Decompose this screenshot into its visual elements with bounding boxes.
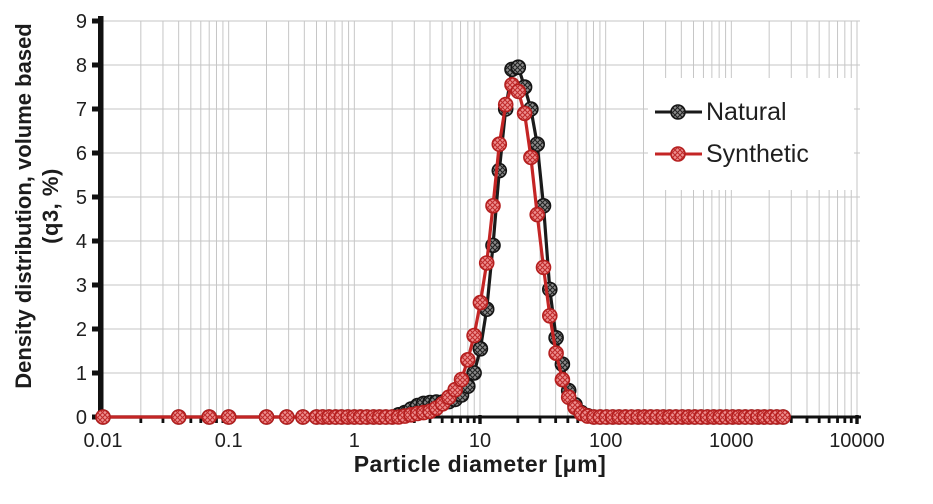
tick-labels: 0.01 0.1 1 10 100 1000 10000 0 1 2 3 4 5 6 7 8 9 <box>76 11 885 452</box>
y-axis-tick <box>92 62 100 68</box>
x-axis-tick-minor <box>450 416 454 423</box>
y-axis-tick <box>92 18 100 24</box>
x-axis-tick-major <box>478 415 482 424</box>
synthetic-marker <box>510 83 527 100</box>
synthetic-marker <box>554 371 571 388</box>
natural-marker <box>491 162 508 179</box>
y-tick-label: 5 <box>76 187 87 209</box>
y-tick-label: 1 <box>76 363 87 385</box>
legend: Natural Synthetic <box>648 78 854 190</box>
synthetic-marker <box>523 149 539 166</box>
synthetic-marker <box>278 409 295 425</box>
x-axis-tick-minor <box>472 416 476 423</box>
x-axis-tick-minor <box>161 416 165 423</box>
x-axis-tick-minor <box>440 416 444 423</box>
x-tick-label: 100 <box>589 430 622 452</box>
synthetic-marker <box>170 409 187 425</box>
y-tick-label: 6 <box>76 143 87 165</box>
synthetic-marker <box>535 259 552 276</box>
x-axis-tick-minor <box>459 416 462 423</box>
x-axis-tick-minor <box>805 416 809 423</box>
natural-marker <box>472 340 489 357</box>
synthetic-marker <box>529 206 546 223</box>
x-axis-tick-minor <box>566 416 570 423</box>
x-axis-tick-minor <box>789 416 793 423</box>
synthetic-marker <box>295 409 311 425</box>
y-tick-label: 9 <box>76 11 87 33</box>
legend-label: Natural <box>706 98 787 126</box>
x-axis-tick-major <box>855 415 859 424</box>
synthetic-marker <box>472 294 489 311</box>
synthetic-marker <box>541 307 558 324</box>
synthetic-marker <box>95 409 111 425</box>
x-tick-label: 10000 <box>829 430 885 452</box>
y-tick-label: 3 <box>76 275 87 297</box>
y-tick-label: 2 <box>76 319 87 341</box>
x-tick-label: 1 <box>349 430 360 452</box>
legend-item-natural: Natural <box>655 98 787 126</box>
x-tick-label: 10 <box>469 430 491 452</box>
x-axis-tick-minor <box>139 416 143 423</box>
y-tick-label: 7 <box>76 99 87 121</box>
synthetic-marker <box>453 371 470 388</box>
legend-marker <box>670 146 686 162</box>
x-axis-tick-minor <box>199 416 203 423</box>
y-axis-tick <box>92 106 100 112</box>
synthetic-marker <box>258 409 275 425</box>
x-axis-title: Particle diameter [μm] <box>353 451 607 477</box>
x-axis-tick-minor <box>428 416 432 423</box>
synthetic-marker <box>466 327 482 344</box>
x-tick-label: 0.1 <box>215 430 243 452</box>
synthetic-marker <box>548 345 564 362</box>
x-axis-tick-minor <box>516 416 520 423</box>
natural-marker <box>529 136 546 152</box>
y-axis-tick <box>92 282 100 288</box>
x-axis-tick-minor <box>817 416 821 423</box>
natural-marker <box>466 365 482 381</box>
synthetic-marker <box>516 105 533 122</box>
synthetic-marker <box>459 351 476 368</box>
synthetic-series <box>95 77 791 425</box>
synthetic-marker <box>491 136 508 152</box>
legend-marker <box>670 104 686 120</box>
y-tick-label: 4 <box>76 231 87 253</box>
natural-marker <box>510 59 527 75</box>
synthetic-marker <box>201 409 217 425</box>
y-axis-tick <box>92 150 100 156</box>
y-axis-tick <box>92 326 100 332</box>
y-axis-tick <box>92 238 100 244</box>
x-axis-tick-minor <box>554 416 558 423</box>
x-axis-tick-minor <box>466 416 470 423</box>
y-axis-title-line1: Density distribution, volume based <box>11 23 36 389</box>
legend-box <box>648 78 854 190</box>
x-tick-label: 0.01 <box>84 430 123 452</box>
synthetic-marker <box>220 409 237 425</box>
y-tick-label: 8 <box>76 55 87 77</box>
legend-label: Synthetic <box>706 140 809 168</box>
synthetic-marker <box>478 255 495 271</box>
x-tick-label: 1000 <box>709 430 754 452</box>
legend-item-synthetic: Synthetic <box>655 140 809 168</box>
synthetic-marker <box>485 198 501 214</box>
synthetic-marker <box>775 409 791 425</box>
x-axis-tick-minor <box>827 416 831 423</box>
y-tick-label: 0 <box>76 407 87 429</box>
y-axis-title: Density distribution, volume based (q3, … <box>10 6 68 406</box>
synthetic-marker <box>497 96 514 113</box>
data-series <box>95 59 791 425</box>
x-axis-tick-minor <box>189 416 193 423</box>
x-axis-tick-minor <box>849 416 853 423</box>
y-axis-tick <box>92 194 100 200</box>
x-axis-tick-minor <box>843 416 847 423</box>
x-axis-tick-minor <box>538 416 542 423</box>
y-axis-title-line2: (q3, %) <box>38 168 63 244</box>
y-axis-line <box>98 16 104 421</box>
x-axis-tick-minor <box>836 416 839 423</box>
y-axis-tick <box>92 370 100 376</box>
